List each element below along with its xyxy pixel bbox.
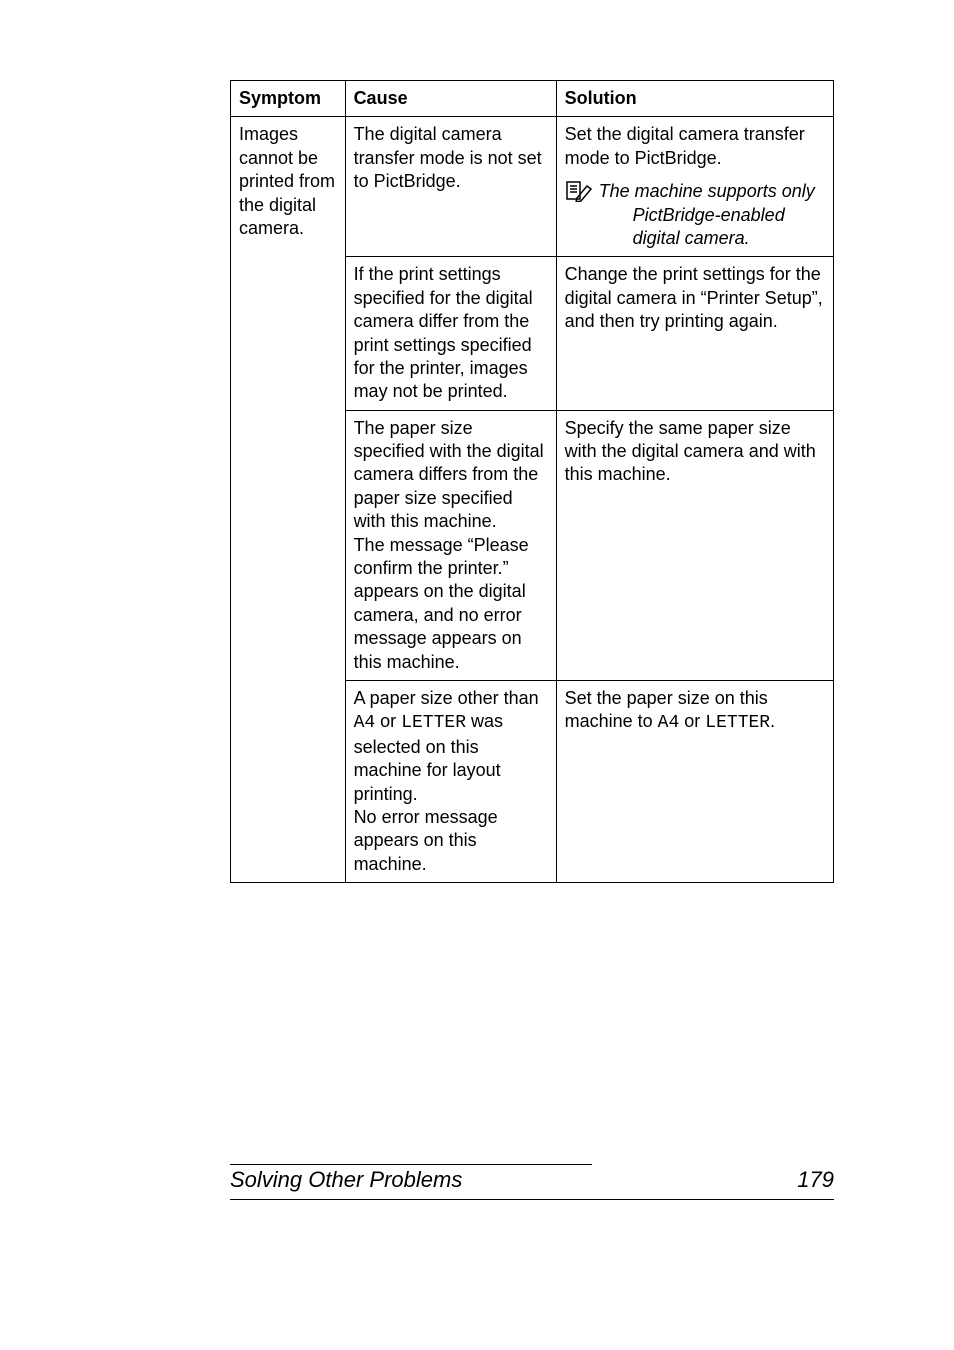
note-row: The machine supports only PictBridge-ena…: [565, 180, 825, 250]
cell-cause: The paper size specified with the digita…: [345, 410, 556, 680]
cell-solution: Set the paper size on this machine to A4…: [556, 680, 833, 882]
table-header-row: Symptom Cause Solution: [231, 81, 834, 117]
cause-text: was selected on this machine for layout …: [354, 711, 503, 873]
cell-cause: The digital camera transfer mode is not …: [345, 117, 556, 257]
footer-title: Solving Other Problems: [230, 1167, 462, 1193]
cell-solution: Set the digital camera transfer mode to …: [556, 117, 833, 257]
note-icon: [565, 180, 593, 202]
cell-solution: Change the print settings for the digita…: [556, 257, 833, 410]
troubleshoot-table: Symptom Cause Solution Images cannot be …: [230, 80, 834, 883]
note-line1: The machine supports only: [599, 181, 815, 201]
solution-lead: Set the digital camera transfer mode to …: [565, 124, 805, 167]
solution-text: .: [770, 711, 775, 731]
page-footer: Solving Other Problems 179: [230, 1164, 834, 1200]
page: Symptom Cause Solution Images cannot be …: [0, 0, 954, 1350]
cause-text: or: [375, 711, 401, 731]
mono-text: A4: [658, 713, 680, 733]
table-row: Images cannot be printed from the digita…: [231, 117, 834, 257]
solution-text: or: [679, 711, 705, 731]
col-header-symptom: Symptom: [231, 81, 346, 117]
mono-text: LETTER: [401, 713, 466, 733]
cause-text: A paper size other than: [354, 688, 539, 708]
footer-line: Solving Other Problems 179: [230, 1167, 834, 1193]
note-line2: PictBridge-enabled digital camera.: [599, 204, 825, 251]
mono-text: LETTER: [705, 713, 770, 733]
col-header-cause: Cause: [345, 81, 556, 117]
footer-page-number: 179: [797, 1167, 834, 1193]
col-header-solution: Solution: [556, 81, 833, 117]
cell-cause: A paper size other than A4 or LETTER was…: [345, 680, 556, 882]
cell-symptom: Images cannot be printed from the digita…: [231, 117, 346, 883]
footer-rule-top: [230, 1164, 592, 1165]
mono-text: A4: [354, 713, 376, 733]
cell-solution: Specify the same paper size with the dig…: [556, 410, 833, 680]
footer-rule-bottom: [230, 1199, 834, 1200]
cell-cause: If the print settings specified for the …: [345, 257, 556, 410]
note-body: The machine supports only PictBridge-ena…: [599, 180, 825, 250]
